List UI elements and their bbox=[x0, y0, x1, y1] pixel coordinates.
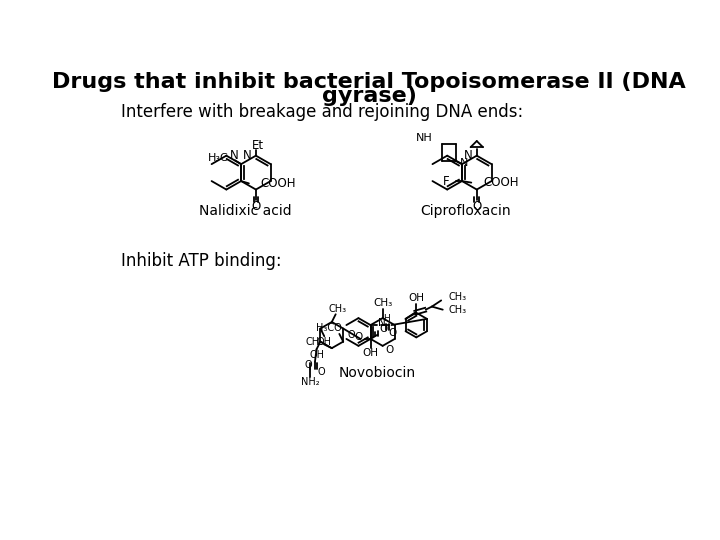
Text: O: O bbox=[348, 330, 356, 340]
Text: O: O bbox=[472, 200, 482, 213]
Text: CH₃: CH₃ bbox=[306, 337, 324, 347]
Text: CH₃: CH₃ bbox=[449, 305, 467, 315]
Text: NH₂: NH₂ bbox=[301, 377, 320, 387]
Text: O: O bbox=[379, 323, 388, 334]
Text: CH₃: CH₃ bbox=[373, 298, 392, 308]
Text: NH: NH bbox=[416, 133, 433, 143]
Text: N: N bbox=[464, 149, 473, 162]
Text: F: F bbox=[443, 174, 449, 187]
Text: COOH: COOH bbox=[261, 177, 296, 190]
Text: OH: OH bbox=[408, 293, 424, 303]
Text: O: O bbox=[305, 360, 312, 370]
Text: CH₃: CH₃ bbox=[449, 292, 467, 302]
Text: Ciprofloxacin: Ciprofloxacin bbox=[420, 204, 511, 218]
Text: OH: OH bbox=[363, 348, 379, 358]
Text: Novobiocin: Novobiocin bbox=[338, 366, 415, 380]
Text: O: O bbox=[318, 367, 325, 377]
Text: O: O bbox=[386, 346, 394, 355]
Text: OH: OH bbox=[309, 350, 324, 361]
Text: Nalidixic acid: Nalidixic acid bbox=[199, 204, 292, 218]
Text: N: N bbox=[459, 158, 468, 168]
Text: Inhibit ATP binding:: Inhibit ATP binding: bbox=[121, 252, 282, 270]
Text: H₃C: H₃C bbox=[208, 153, 229, 163]
Text: OH: OH bbox=[317, 338, 332, 347]
Text: H: H bbox=[383, 314, 390, 322]
Text: gyrase): gyrase) bbox=[322, 86, 416, 106]
Text: Interfere with breakage and rejoining DNA ends:: Interfere with breakage and rejoining DN… bbox=[121, 103, 523, 121]
Text: O: O bbox=[251, 200, 261, 213]
Text: CH₃: CH₃ bbox=[329, 304, 347, 314]
Text: COOH: COOH bbox=[483, 176, 518, 189]
Text: N: N bbox=[243, 149, 251, 162]
Text: O: O bbox=[388, 328, 397, 338]
Text: Et: Et bbox=[251, 139, 264, 152]
Text: N: N bbox=[378, 318, 386, 328]
Text: H₃CO: H₃CO bbox=[316, 323, 342, 333]
Text: N: N bbox=[230, 149, 238, 162]
Text: O: O bbox=[354, 333, 363, 342]
Text: Drugs that inhibit bacterial Topoisomerase II (DNA: Drugs that inhibit bacterial Topoisomera… bbox=[52, 72, 686, 92]
